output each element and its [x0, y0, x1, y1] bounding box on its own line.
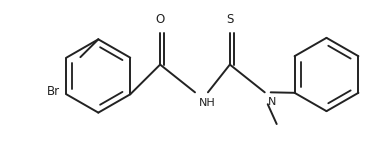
Text: NH: NH — [199, 98, 216, 108]
Text: S: S — [226, 13, 234, 26]
Text: O: O — [155, 13, 165, 26]
Text: Br: Br — [47, 85, 61, 98]
Text: N: N — [268, 97, 276, 107]
